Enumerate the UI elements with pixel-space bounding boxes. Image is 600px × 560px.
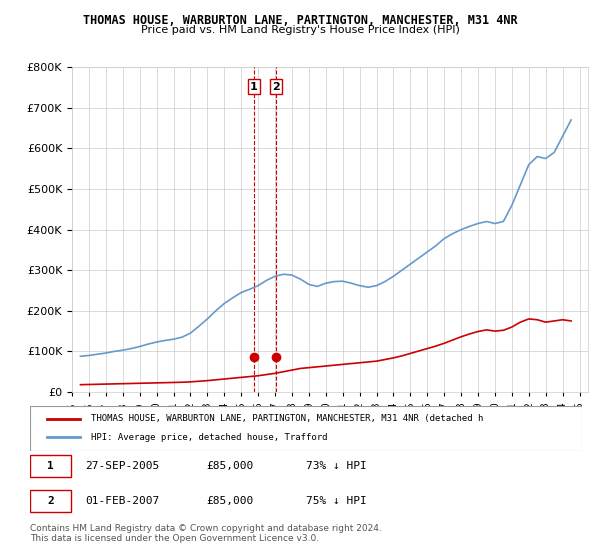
Text: 27-SEP-2005: 27-SEP-2005 xyxy=(85,461,160,471)
Text: £85,000: £85,000 xyxy=(206,461,254,471)
FancyBboxPatch shape xyxy=(30,406,582,451)
Text: THOMAS HOUSE, WARBURTON LANE, PARTINGTON, MANCHESTER, M31 4NR: THOMAS HOUSE, WARBURTON LANE, PARTINGTON… xyxy=(83,14,517,27)
Text: 1: 1 xyxy=(250,82,257,92)
Text: £85,000: £85,000 xyxy=(206,496,254,506)
FancyBboxPatch shape xyxy=(30,490,71,512)
Text: 75% ↓ HPI: 75% ↓ HPI xyxy=(306,496,367,506)
Text: Price paid vs. HM Land Registry's House Price Index (HPI): Price paid vs. HM Land Registry's House … xyxy=(140,25,460,35)
FancyBboxPatch shape xyxy=(30,455,71,477)
Text: THOMAS HOUSE, WARBURTON LANE, PARTINGTON, MANCHESTER, M31 4NR (detached h: THOMAS HOUSE, WARBURTON LANE, PARTINGTON… xyxy=(91,414,483,423)
Text: HPI: Average price, detached house, Trafford: HPI: Average price, detached house, Traf… xyxy=(91,433,327,442)
Text: 2: 2 xyxy=(47,496,54,506)
Text: 1: 1 xyxy=(47,461,54,471)
Text: 73% ↓ HPI: 73% ↓ HPI xyxy=(306,461,367,471)
Text: 01-FEB-2007: 01-FEB-2007 xyxy=(85,496,160,506)
Text: 2: 2 xyxy=(272,82,280,92)
Text: Contains HM Land Registry data © Crown copyright and database right 2024.
This d: Contains HM Land Registry data © Crown c… xyxy=(30,524,382,543)
